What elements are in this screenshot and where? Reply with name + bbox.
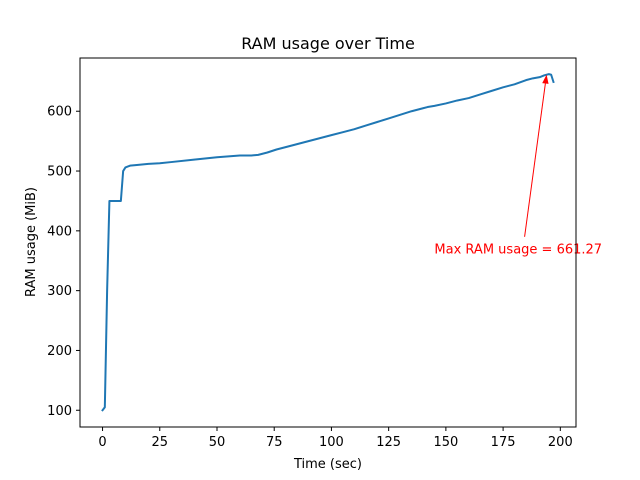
y-tick-label: 400 [47, 224, 72, 239]
x-tick-label: 75 [266, 435, 283, 450]
y-tick-label: 100 [47, 404, 72, 419]
y-tick-label: 300 [47, 284, 72, 299]
x-tick-label: 125 [376, 435, 401, 450]
x-tick-label: 25 [151, 435, 168, 450]
plot-frame [79, 57, 577, 428]
series-line-0 [101, 73, 555, 412]
tick-layer: 0 25 50 75 100 125 150 175 200 100 200 300 400 500 600 [47, 105, 573, 450]
max-annotation-label: Max RAM usage = 661.27 [434, 242, 602, 257]
x-tick-label: 200 [548, 435, 573, 450]
y-tick-label: 500 [47, 165, 72, 180]
y-tick-label: 200 [47, 344, 72, 359]
x-tick-label: 100 [319, 435, 344, 450]
x-axis-title: Time (sec) [293, 457, 362, 472]
y-tick-label: 600 [47, 105, 72, 120]
y-axis-title: RAM usage (MiB) [24, 187, 39, 297]
chart-title: RAM usage over Time [241, 34, 415, 53]
max-annotation-arrowhead [542, 74, 549, 84]
plot-layer: Max RAM usage = 661.27 [101, 73, 602, 412]
x-tick-label: 175 [491, 435, 516, 450]
x-tick-label: 150 [433, 435, 458, 450]
x-tick-label: 0 [98, 435, 106, 450]
max-annotation-arrow [524, 83, 546, 237]
x-tick-label: 50 [209, 435, 226, 450]
